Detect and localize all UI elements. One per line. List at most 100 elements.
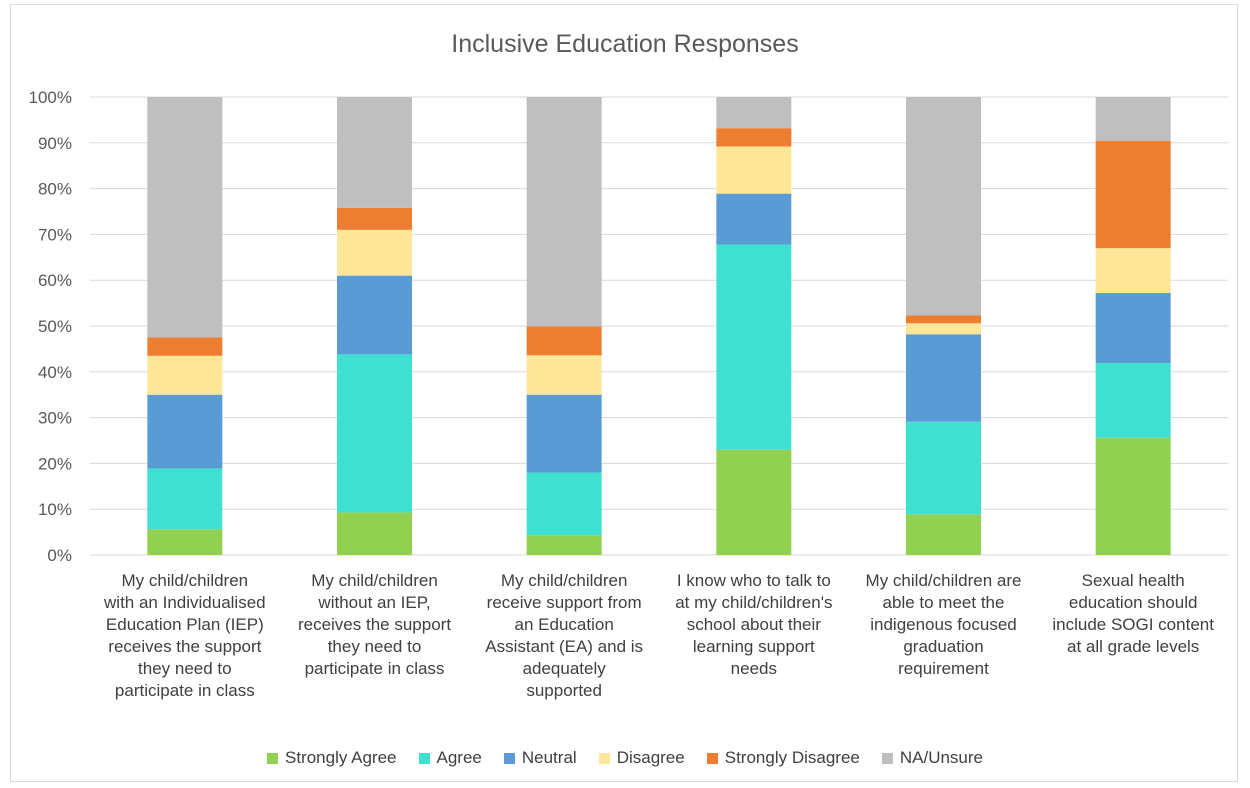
x-tick-label: I know who to talk to at my child/childre… xyxy=(665,570,843,680)
x-tick-label-line: they need to xyxy=(138,659,232,678)
legend-item: Strongly Disagree xyxy=(706,748,860,768)
bar-segment xyxy=(1095,363,1171,438)
bar-segment xyxy=(337,229,412,276)
bar-segment xyxy=(526,97,602,327)
x-tick-label-line: graduation xyxy=(903,637,984,656)
bar-segment xyxy=(716,128,792,147)
chart-title: Inclusive Education Responses xyxy=(451,30,799,58)
x-tick-label-line: supported xyxy=(526,681,602,700)
x-tick-label-line: school about their xyxy=(686,615,821,634)
bar-segment xyxy=(906,514,981,555)
legend-label: Neutral xyxy=(521,748,577,767)
y-tick-label: 100% xyxy=(29,88,72,107)
bar-segment xyxy=(147,337,223,356)
bar-segment xyxy=(906,421,981,515)
x-tick-label: My child/children receive support from an … xyxy=(475,570,653,702)
bar-segment xyxy=(526,472,602,536)
x-tick-label-line: Assistant (EA) and is xyxy=(485,637,644,656)
bar-segment xyxy=(147,97,223,338)
x-tick-label-line: receives the support xyxy=(297,615,452,634)
bar-segment xyxy=(526,326,602,356)
legend-swatch xyxy=(881,752,893,764)
x-tick-label-line: My child/children xyxy=(311,571,438,590)
x-tick-label-line: adequately xyxy=(522,659,606,678)
y-tick-label: 10% xyxy=(38,500,72,519)
legend-item: Strongly Agree xyxy=(266,748,397,768)
x-tick-label-line: education should xyxy=(1068,593,1198,612)
x-tick-label-line: indigenous focused xyxy=(870,615,1017,634)
chart-legend: Strongly Agree Agree Neutral Disagree Strong… xyxy=(0,748,1250,768)
x-tick-label-line: learning support xyxy=(692,637,815,656)
x-tick-label-line: receive support from xyxy=(486,593,642,612)
x-tick-label-line: My child/children xyxy=(121,571,249,590)
x-tick-label-line: able to meet the xyxy=(882,593,1005,612)
x-tick-label-line: include SOGI content xyxy=(1052,615,1214,634)
x-tick-label: Sexual health education should include SOG… xyxy=(1044,570,1222,658)
x-tick-label-line: they need to xyxy=(327,637,422,656)
bar-segment xyxy=(147,355,223,395)
x-tick-label-line: receives the support xyxy=(108,637,262,656)
bar-segment xyxy=(716,449,792,555)
bar-segment xyxy=(1095,293,1171,364)
bar-segment xyxy=(337,275,412,355)
bar-segment xyxy=(526,394,602,473)
x-tick-label-line: participate in class xyxy=(114,681,255,700)
x-tick-label: My child/children are able to meet the ind… xyxy=(855,570,1033,680)
x-tick-label-line: requirement xyxy=(898,659,989,678)
bar-segment xyxy=(147,468,223,530)
legend-label: Strongly Agree xyxy=(284,748,397,767)
bar-segment xyxy=(906,315,981,324)
x-tick-label-line: My child/children xyxy=(500,571,628,590)
bar-segment xyxy=(1095,437,1171,555)
bar-segment xyxy=(337,512,412,555)
bar-segment xyxy=(716,244,792,450)
legend-item: NA/Unsure xyxy=(881,748,983,768)
legend-label: Agree xyxy=(436,748,482,767)
y-tick-label: 60% xyxy=(38,271,72,290)
legend-swatch xyxy=(503,752,515,764)
y-tick-label: 80% xyxy=(38,180,72,199)
bar-segment xyxy=(337,207,412,230)
y-tick-label: 90% xyxy=(38,134,72,153)
bar-segment xyxy=(716,97,792,129)
legend-label: Strongly Disagree xyxy=(724,748,860,767)
x-tick-label-line: without an IEP, xyxy=(318,593,431,612)
bar-segment xyxy=(147,394,223,469)
bar-segment xyxy=(906,334,981,422)
bar-segment xyxy=(337,354,412,513)
bar-segment xyxy=(1095,140,1171,249)
x-tick-label-line: with an Individualised xyxy=(104,593,266,612)
legend-label: NA/Unsure xyxy=(899,748,983,767)
y-tick-label: 0% xyxy=(47,546,72,565)
x-tick-label-line: participate in class xyxy=(304,659,445,678)
bar-segment xyxy=(906,323,981,335)
bar-segment xyxy=(1095,248,1171,294)
bar-segment xyxy=(906,97,981,316)
x-tick-label-line: an Education xyxy=(514,615,614,634)
x-tick-label: My child/children with an Individualised E… xyxy=(96,570,274,702)
legend-swatch xyxy=(598,752,610,764)
x-tick-label: My child/children without an IEP, receives… xyxy=(286,570,464,680)
legend-item: Agree xyxy=(418,748,482,768)
bar-segment xyxy=(337,97,412,208)
y-tick-label: 40% xyxy=(38,363,72,382)
x-tick-label-line: I know who to talk to xyxy=(676,571,831,590)
legend-swatch xyxy=(706,752,718,764)
x-tick-label-line: Sexual health xyxy=(1081,571,1185,590)
x-tick-label-line: at my child/children's xyxy=(675,593,833,612)
y-tick-label: 20% xyxy=(38,454,72,473)
legend-swatch xyxy=(418,752,430,764)
y-tick-label: 70% xyxy=(38,225,72,244)
x-tick-label-line: at all grade levels xyxy=(1067,637,1200,656)
bar-segment xyxy=(147,529,223,555)
legend-item: Disagree xyxy=(598,748,685,768)
bar-segment xyxy=(526,355,602,395)
legend-label: Disagree xyxy=(616,748,685,767)
x-tick-label-line: Education Plan (IEP) xyxy=(105,615,264,634)
bar-segment xyxy=(716,146,792,194)
legend-item: Neutral xyxy=(503,748,577,768)
bar-segment xyxy=(1095,97,1171,141)
y-tick-label: 30% xyxy=(38,409,72,428)
y-tick-label: 50% xyxy=(38,317,72,336)
